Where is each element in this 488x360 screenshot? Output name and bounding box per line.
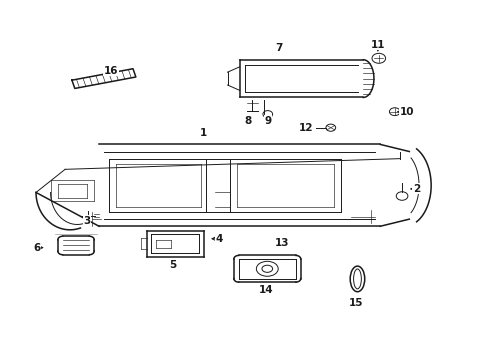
Text: 10: 10 xyxy=(399,107,413,117)
Text: 15: 15 xyxy=(348,298,363,308)
Text: 12: 12 xyxy=(299,123,313,134)
Text: 7: 7 xyxy=(275,42,283,53)
Text: 2: 2 xyxy=(412,184,419,194)
Text: 3: 3 xyxy=(83,216,90,226)
Text: 5: 5 xyxy=(169,260,176,270)
Text: 6: 6 xyxy=(33,243,41,253)
Text: 1: 1 xyxy=(199,128,206,138)
Text: 4: 4 xyxy=(215,234,222,244)
Text: 9: 9 xyxy=(264,116,271,126)
Text: 13: 13 xyxy=(275,238,289,248)
Text: 11: 11 xyxy=(370,40,384,50)
Text: 8: 8 xyxy=(244,116,251,126)
Text: 16: 16 xyxy=(104,66,118,76)
Text: 14: 14 xyxy=(259,285,273,294)
